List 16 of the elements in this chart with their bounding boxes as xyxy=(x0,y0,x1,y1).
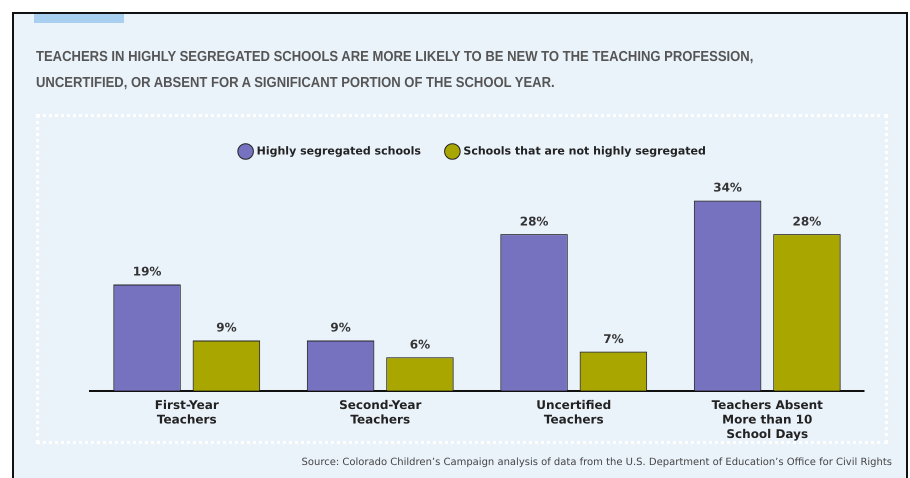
chart-title: TEACHERS IN HIGHLY SEGREGATED SCHOOLS ARE MORE LIKELY TO BE NEW TO THE TEACHING PROFESSION, UNCERTIFIED, OR ABSENT FOR A SIGNIFICANT PORTION OF THE SCHOOL YEAR. xyxy=(36,48,754,93)
legend-label: Highly segregated schools xyxy=(256,144,422,158)
data-label: 19% xyxy=(132,264,162,279)
data-label: 9% xyxy=(330,320,351,335)
x-tick-label: Uncertified Teachers xyxy=(536,398,612,427)
data-label: 28% xyxy=(792,214,822,228)
x-tick-label: First-Year Teachers xyxy=(154,398,219,427)
x-tick-label: Teachers Absent More than 10 School Days xyxy=(712,398,824,441)
data-label: 9% xyxy=(216,320,237,335)
data-label: 7% xyxy=(603,332,624,346)
data-label: 34% xyxy=(713,180,742,195)
legend-label: Schools that are not highly segregated xyxy=(463,144,706,158)
x-tick-label: Second-Year Teachers xyxy=(339,398,422,427)
data-label: 6% xyxy=(410,337,430,352)
data-label: 28% xyxy=(520,214,548,228)
source-note: Source: Colorado Children’s Campaign analysis of data from the U.S. Department of Education’s Office for Civil Rights xyxy=(302,457,892,468)
